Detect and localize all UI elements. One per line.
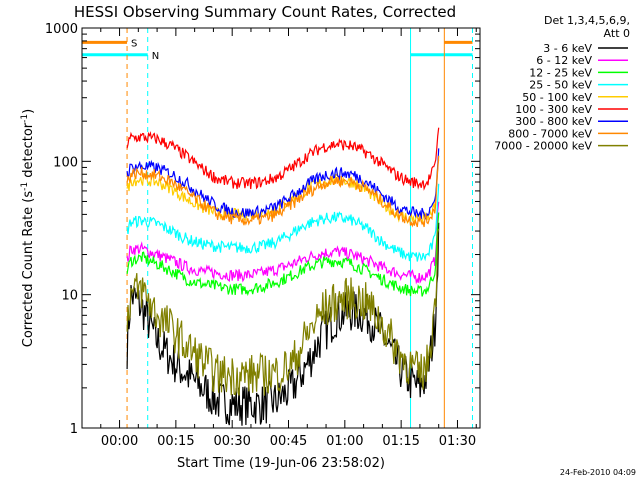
legend-label-5: 100 - 300 keV [515,103,592,116]
legend-label-4: 50 - 100 keV [522,91,592,104]
y-axis-ticks: 1 10 100 1000 [45,22,480,437]
chart-title: HESSI Observing Summary Count Rates, Cor… [74,3,456,21]
x-tick-label-2: 00:30 [213,434,250,449]
series-line-7 [126,155,440,228]
legend-header-line1: Det 1,3,4,5,6,9, [544,14,630,27]
series-lines [126,127,440,426]
x-axis-ticks: 00:00 00:15 00:30 00:45 01:00 01:15 01:30 [81,28,477,449]
legend-label-7: 800 - 7000 keV [508,127,592,140]
x-tick-label-0: 00:00 [101,434,138,449]
y-tick-label-0: 1 [70,422,78,437]
series-line-5 [126,127,440,191]
x-tick-label-5: 01:15 [382,434,419,449]
flag-bars: SN [82,38,473,62]
legend-label-3: 25 - 50 keV [529,79,592,92]
flag-label-1: N [152,51,159,62]
y-tick-label-2: 100 [53,155,78,170]
flag-label-0: S [131,38,137,49]
x-tick-label-4: 01:00 [326,434,363,449]
series-line-6 [126,148,440,220]
series-line-1 [126,201,440,285]
plot-frame [81,27,481,429]
y-tick-label-1: 10 [61,289,78,304]
x-axis-label: Start Time (19-Jun-06 23:58:02) [177,456,385,471]
legend-label-6: 300 - 800 keV [515,115,592,128]
legend-label-0: 3 - 6 keV [543,42,592,55]
y-axis-label: Corrected Count Rate (s-1 detector-1) [20,109,36,347]
series-line-2 [126,212,440,297]
y-tick-label-3: 1000 [45,22,78,37]
legend-label-2: 12 - 25 keV [529,66,592,79]
series-line-8 [126,228,440,396]
legend-header-line2: Att 0 [604,27,630,40]
legend-label-1: 6 - 12 keV [536,54,592,67]
series-line-3 [126,183,440,262]
x-tick-label-6: 01:30 [439,434,476,449]
legend-label-8: 7000 - 20000 keV [494,140,592,153]
x-tick-label-1: 00:15 [157,434,194,449]
x-tick-label-3: 00:45 [270,434,307,449]
date-stamp: 24-Feb-2010 04:09 [560,468,636,477]
